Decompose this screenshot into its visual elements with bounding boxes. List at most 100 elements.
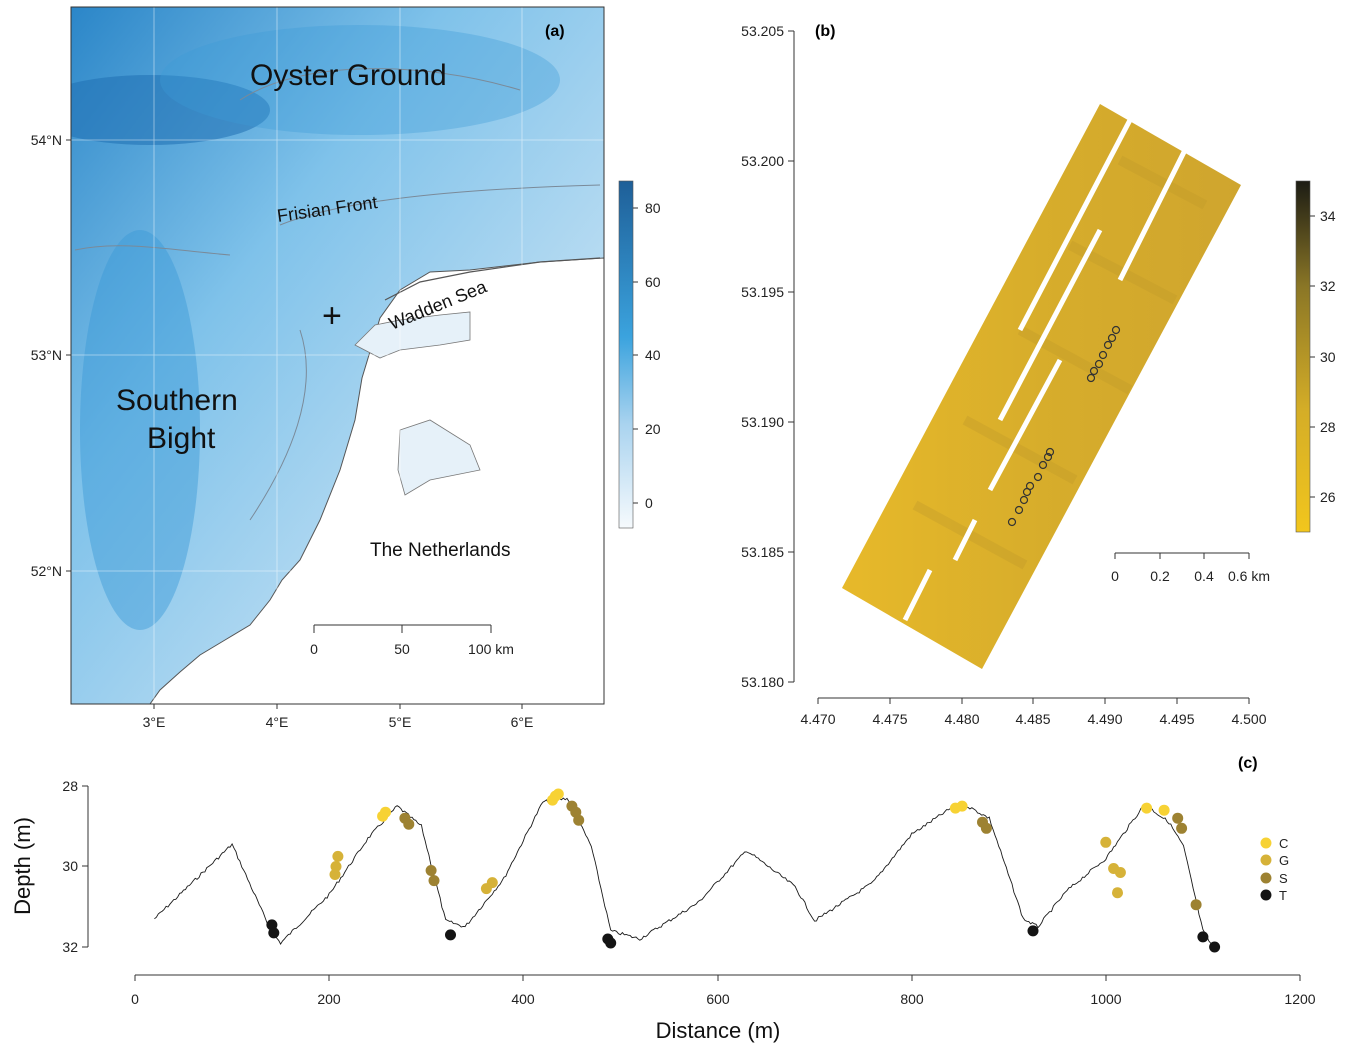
lon-tick-b: 4.500	[1231, 711, 1266, 727]
sample-point-s	[1172, 812, 1184, 824]
depth-profile-line	[154, 797, 1214, 948]
scalebar-label: 0.2	[1150, 568, 1170, 584]
panel-b-label: (b)	[815, 23, 835, 40]
station-marker	[1111, 325, 1121, 335]
station-marker	[1086, 373, 1096, 383]
map-scalebar: 0 50 100 km	[310, 624, 514, 657]
station-marker	[1038, 460, 1048, 470]
lat-tick-b: 53.205	[741, 23, 784, 39]
bight-label: Bight	[147, 422, 216, 455]
legend-swatch-s	[1260, 872, 1272, 884]
colorbar-tick: 32	[1320, 278, 1336, 294]
scalebar-label: 0	[1111, 568, 1119, 584]
lat-tick-b: 53.180	[741, 674, 784, 690]
bathymetry-scalebar: 0 0.2 0.4 0.6 km	[1111, 552, 1270, 584]
depth-colorbar-a: 80 60 40 20 0	[618, 180, 661, 529]
colorbar-tick: 30	[1320, 349, 1336, 365]
contour-line	[279, 184, 601, 226]
profile-plot-area	[154, 788, 1221, 953]
lat-tick: 54°N	[31, 132, 62, 148]
colorbar-tick: 20	[645, 421, 661, 437]
lon-axis-b: 4.470 4.475 4.480 4.485 4.490 4.495 4.50…	[800, 697, 1267, 727]
lon-tick-b: 4.485	[1015, 711, 1050, 727]
y-axis-title: Depth (m)	[10, 817, 35, 915]
legend-swatch-c	[1260, 837, 1272, 849]
sample-point-g	[1100, 836, 1112, 848]
colorbar-tick: 26	[1320, 489, 1336, 505]
lon-axis: 3°E 4°E 5°E 6°E	[143, 704, 534, 730]
x-tick-label: 600	[706, 991, 730, 1007]
scalebar-label: 0.4	[1194, 568, 1214, 584]
station-marker	[1107, 333, 1117, 343]
contour-line	[249, 329, 307, 521]
sample-point-s	[980, 822, 992, 834]
station-marker	[1043, 452, 1053, 462]
multibeam-survey-area	[842, 104, 1241, 669]
deep-channel	[71, 75, 270, 145]
station-marker	[1094, 359, 1104, 369]
lon-tick-b: 4.495	[1159, 711, 1194, 727]
sample-stations	[1007, 325, 1121, 527]
colorbar-tick: 0	[645, 495, 653, 511]
scalebar-label: 0.6 km	[1228, 568, 1270, 584]
land-netherlands	[149, 257, 604, 704]
station-marker	[1103, 340, 1113, 350]
x-tick-label: 200	[317, 991, 341, 1007]
lon-tick: 6°E	[511, 714, 534, 730]
colorbar-tick: 40	[645, 347, 661, 363]
sample-point-s	[1176, 822, 1188, 834]
panel-c-depth-profile: (c) 28 30 32 Depth (m) 0 200 400 600 800	[10, 755, 1316, 1043]
y-tick-label: 28	[62, 778, 78, 794]
sample-point-g	[329, 869, 341, 880]
colorbar-tick: 28	[1320, 419, 1336, 435]
sample-point-t	[1209, 941, 1221, 953]
legend-swatch-g	[1260, 854, 1272, 866]
data-gaps	[902, 118, 1188, 622]
x-tick-label: 800	[900, 991, 924, 1007]
lat-tick: 52°N	[31, 563, 62, 579]
legend-swatch-t	[1260, 889, 1272, 901]
sample-point-c	[1141, 802, 1153, 814]
sample-point-s	[425, 865, 437, 876]
colorbar-tick: 60	[645, 274, 661, 290]
legend-label-t: T	[1279, 888, 1287, 903]
sample-point-s	[428, 875, 440, 887]
legend-label-s: S	[1279, 871, 1288, 886]
legend-label-c: C	[1279, 836, 1288, 851]
panel-a-map: (a) Oyster Ground Frisian Front Wadden S…	[31, 6, 661, 730]
sample-point-t	[1197, 931, 1209, 943]
lon-tick: 4°E	[266, 714, 289, 730]
sample-point-c	[552, 788, 564, 800]
colorbar-tick: 80	[645, 200, 661, 216]
netherlands-label: The Netherlands	[370, 540, 510, 561]
lon-tick-b: 4.490	[1087, 711, 1122, 727]
station-marker	[1014, 505, 1024, 515]
lat-tick-b: 53.200	[741, 153, 784, 169]
oyster-ground-basin	[160, 25, 560, 135]
scalebar-label: 50	[394, 641, 410, 657]
station-marker	[1007, 517, 1017, 527]
lat-tick-b: 53.185	[741, 544, 784, 560]
lon-tick-b: 4.480	[944, 711, 979, 727]
station-marker	[1025, 481, 1035, 491]
oyster-ground-label: Oyster Ground	[250, 59, 447, 92]
depth-colorbar-b: 34 32 30 28 26	[1295, 180, 1336, 533]
x-tick-label: 0	[131, 991, 139, 1007]
lat-axis: 54°N 53°N 52°N	[31, 132, 71, 579]
legend-label-g: G	[1279, 853, 1289, 868]
southern-label: Southern	[116, 384, 238, 417]
contour-line	[74, 245, 231, 256]
sample-point-s	[403, 818, 415, 830]
sample-point-t	[268, 927, 280, 939]
station-marker	[1033, 472, 1043, 482]
x-tick-label: 1200	[1284, 991, 1315, 1007]
contour-line	[239, 68, 521, 101]
sample-point-t	[605, 937, 617, 949]
wadden-sea-area	[354, 311, 471, 359]
y-tick-label: 32	[62, 939, 78, 955]
x-axis-title: Distance (m)	[656, 1018, 781, 1043]
station-marker	[1019, 495, 1029, 505]
southern-bight-channel	[80, 230, 200, 630]
sample-point-s	[573, 814, 585, 826]
